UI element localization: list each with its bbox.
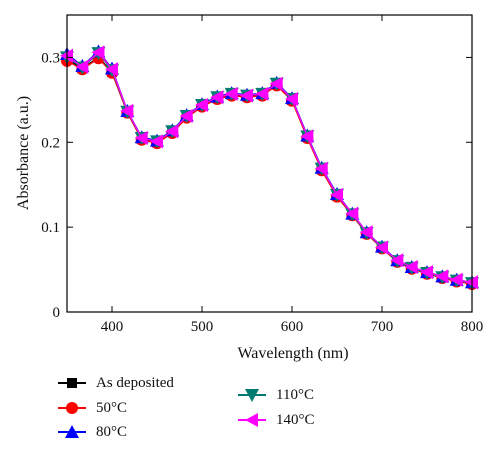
data-point: [404, 260, 418, 275]
y-tick-label: 0.1: [41, 220, 60, 236]
data-point: [330, 187, 343, 202]
x-tick-label: 500: [191, 319, 214, 335]
legend-swatch-triangle-down: [238, 385, 266, 405]
legend-item-110c: 110°C: [238, 385, 314, 405]
data-point: [120, 103, 134, 118]
data-point: [390, 253, 404, 268]
data-point: [449, 272, 463, 287]
legend-item-50c: 50°C: [58, 398, 127, 418]
plot-frame: [66, 14, 473, 313]
data-point: [375, 240, 388, 255]
axes-layer: 400 500 600 700 800 0 0.1 0.2 0.3: [41, 14, 484, 335]
legend-label: 80°C: [96, 423, 128, 440]
y-tick-label: 0.3: [41, 50, 60, 66]
y-tick-label: 0: [53, 305, 61, 321]
legend-swatch-square: [58, 373, 86, 393]
data-point: [359, 225, 373, 240]
data-point: [91, 45, 105, 60]
x-axis-label: Wavelength (nm): [237, 345, 348, 362]
series-140-c: [60, 45, 478, 290]
data-point: [285, 92, 298, 107]
legend-swatch-circle: [58, 398, 86, 418]
data-point: [255, 86, 269, 101]
series-line: [66, 50, 473, 283]
series-line: [66, 51, 473, 283]
data-point: [435, 269, 449, 284]
data-point: [105, 62, 118, 77]
x-tick-label: 800: [461, 319, 484, 335]
data-point: [300, 129, 314, 144]
legend-label: 140°C: [276, 411, 315, 428]
y-tick-label: 0.2: [41, 135, 60, 151]
legend-swatch-triangle-left: [238, 410, 266, 430]
legend-label: As deposited: [96, 374, 174, 391]
series-110-c: [60, 47, 479, 291]
legend-label: 50°C: [96, 399, 128, 416]
data-point: [210, 90, 224, 105]
data-point: [345, 206, 359, 221]
legend-item-140c: 140°C: [238, 410, 315, 430]
data-point: [165, 124, 179, 139]
data-point: [314, 161, 328, 176]
data-point: [134, 131, 148, 146]
series-layer: [60, 44, 479, 291]
legend-label: 110°C: [276, 386, 314, 403]
x-tick-label: 600: [281, 319, 304, 335]
data-point: [195, 97, 208, 112]
legend-item-as-deposited: As deposited: [58, 373, 174, 393]
data-point: [150, 134, 163, 149]
series-line: [66, 57, 473, 285]
series-80-c: [60, 44, 479, 289]
x-tick-label: 700: [371, 319, 394, 335]
legend-item-80c: 80°C: [58, 422, 127, 442]
data-point: [179, 108, 193, 123]
data-point: [240, 88, 253, 103]
x-tick-label: 400: [101, 319, 124, 335]
data-point: [75, 59, 89, 74]
data-point: [269, 76, 283, 91]
data-point: [224, 86, 238, 101]
data-point: [420, 265, 433, 280]
y-axis-label: Absorbance (a.u.): [15, 96, 32, 210]
legend-swatch-triangle-up: [58, 422, 86, 442]
